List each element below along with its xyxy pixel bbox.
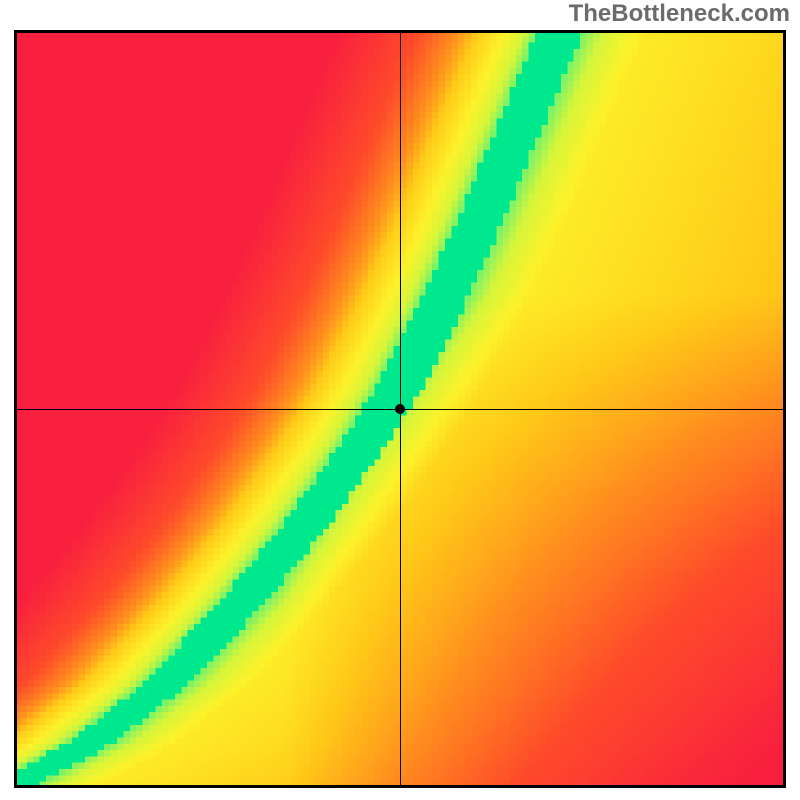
chart-container: TheBottleneck.com	[0, 0, 800, 800]
target-marker	[395, 404, 405, 414]
watermark-text: TheBottleneck.com	[569, 0, 790, 28]
